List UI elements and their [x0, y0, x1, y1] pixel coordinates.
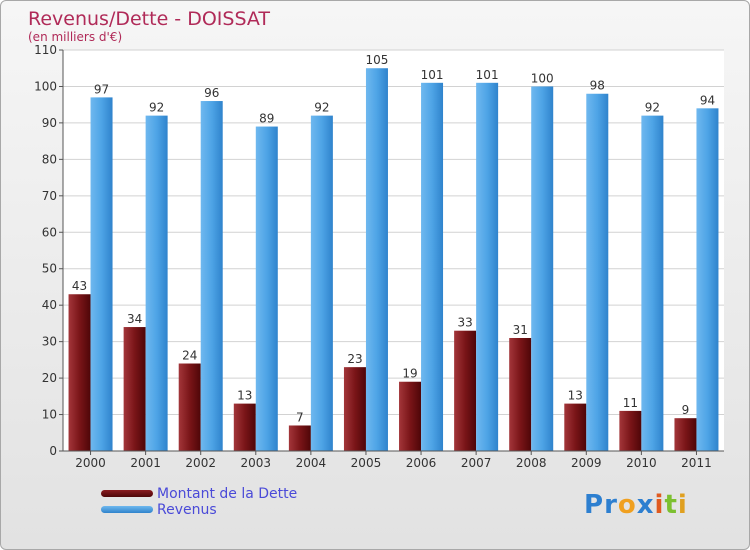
bar-revenus-label: 92	[314, 101, 329, 115]
x-tick-label: 2006	[406, 456, 437, 470]
x-tick-label: 2001	[130, 456, 161, 470]
legend-swatch-revenus	[101, 506, 153, 513]
bar-revenus	[476, 82, 499, 452]
y-tick-label: 50	[42, 262, 57, 276]
bar-revenus-label: 100	[531, 71, 554, 85]
y-tick-label: 90	[42, 116, 57, 130]
bar-dette	[288, 425, 311, 451]
bar-dette-label: 33	[457, 316, 472, 330]
bar-dette	[233, 403, 256, 451]
chart-subtitle: (en milliers d'€)	[28, 30, 122, 44]
bar-revenus-label: 94	[700, 93, 715, 107]
bar-revenus	[90, 97, 113, 452]
bar-revenus-label: 92	[645, 101, 660, 115]
bar-dette-label: 24	[182, 349, 197, 363]
bar-dette	[68, 294, 91, 451]
logo-letter: r	[604, 490, 618, 520]
bar-revenus	[365, 68, 388, 452]
bar-dette	[619, 410, 642, 451]
x-tick-label: 2005	[351, 456, 382, 470]
logo-letter: P	[584, 490, 605, 520]
y-tick-label: 30	[42, 335, 57, 349]
bar-dette	[674, 418, 697, 451]
x-tick-label: 2008	[516, 456, 547, 470]
bar-dette-label: 34	[127, 312, 142, 326]
bar-dette-label: 43	[72, 279, 87, 293]
y-tick-label: 110	[34, 43, 57, 57]
bar-dette	[564, 403, 587, 451]
bar-revenus-label: 97	[94, 82, 109, 96]
bar-dette	[178, 363, 201, 451]
bar-revenus	[696, 108, 719, 451]
logo-letter: t	[664, 490, 678, 520]
x-tick-label: 2004	[296, 456, 327, 470]
bar-dette	[509, 337, 532, 451]
proxiti-logo: Proxiti	[584, 490, 688, 520]
y-tick-label: 60	[42, 225, 57, 239]
x-tick-label: 2011	[681, 456, 712, 470]
legend-label-debt: Montant de la Dette	[157, 486, 298, 502]
x-tick-label: 2003	[241, 456, 272, 470]
logo-letter: o	[617, 490, 637, 520]
plot-area	[63, 50, 724, 451]
grid-layer	[63, 49, 724, 452]
bar-revenus	[586, 93, 609, 451]
legend-label-revenus: Revenus	[157, 502, 217, 518]
bar-revenus-label: 96	[204, 86, 219, 100]
bar-dette-label: 7	[296, 410, 304, 424]
y-tick-label: 20	[42, 371, 57, 385]
x-tick-label: 2000	[75, 456, 106, 470]
bar-dette-label: 23	[347, 352, 362, 366]
bar-dette-label: 13	[237, 389, 252, 403]
bar-dette-label: 13	[568, 389, 583, 403]
legend-swatch-debt	[101, 490, 153, 497]
bar-revenus-label: 101	[421, 68, 444, 82]
logo-letter: i	[677, 490, 688, 520]
axis-layer: 0 10 20 30 40 50 60 70 80 90 100 110 2000 2001 2002 200…	[34, 43, 724, 470]
x-tick-label: 2009	[571, 456, 602, 470]
bar-dette-label: 19	[402, 367, 417, 381]
x-tick-label: 2007	[461, 456, 492, 470]
y-tick-label: 70	[42, 189, 57, 203]
bar-revenus	[145, 115, 168, 452]
bar-revenus	[531, 86, 554, 452]
bar-revenus	[200, 101, 223, 451]
bar-dette	[343, 367, 366, 451]
bar-revenus	[421, 82, 444, 452]
bar-revenus	[310, 115, 333, 452]
bar-dette-label: 31	[513, 323, 528, 337]
bar-revenus-label: 105	[366, 53, 389, 67]
y-tick-label: 100	[34, 79, 57, 93]
bar-revenus	[255, 126, 278, 452]
chart-title: Revenus/Dette - DOISSAT	[28, 8, 270, 30]
bar-dette	[123, 327, 146, 451]
y-tick-label: 80	[42, 152, 57, 166]
x-tick-label: 2010	[626, 456, 657, 470]
bars-layer: 43 97 34 92 24 96 13 89 7 92 23 105 19 101 33 101 31 100 1…	[68, 53, 719, 452]
bar-dette-label: 9	[682, 403, 690, 417]
bar-revenus-label: 101	[476, 68, 499, 82]
x-tick-label: 2002	[185, 456, 216, 470]
y-tick-label: 0	[49, 444, 57, 458]
bar-revenus	[641, 115, 664, 452]
bar-revenus-label: 92	[149, 101, 164, 115]
y-tick-label: 40	[42, 298, 57, 312]
bar-dette	[399, 381, 422, 451]
bar-dette-label: 11	[623, 396, 638, 410]
logo-letter: i	[654, 490, 665, 520]
logo-letter: x	[636, 490, 655, 520]
bar-revenus-label: 98	[590, 79, 605, 93]
bar-dette	[454, 330, 477, 451]
bar-revenus-label: 89	[259, 112, 274, 126]
y-tick-label: 10	[42, 408, 57, 422]
